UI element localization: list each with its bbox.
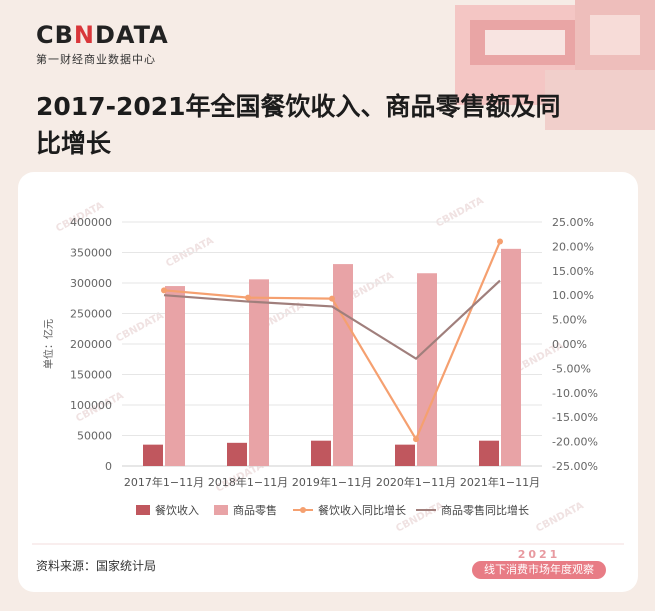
y-right-tick-label: 15.00% (552, 265, 594, 278)
y-right-tick-label: 10.00% (552, 289, 594, 302)
bar-retail (333, 264, 353, 466)
x-tick-label: 2019年1−11月 (292, 475, 372, 489)
y-right-tick-label: -10.00% (552, 387, 598, 400)
y-left-tick-label: 100000 (70, 399, 112, 412)
y-left-tick-label: 350000 (70, 247, 112, 260)
watermark: CBNDATA (114, 310, 166, 344)
legend-swatch-dot (300, 507, 306, 513)
logo-part-data: DATA (95, 21, 169, 49)
y-left-tick-label: 250000 (70, 308, 112, 321)
y-right-tick-label: -20.00% (552, 436, 598, 449)
y-left-tick-label: 150000 (70, 369, 112, 382)
y-left-tick-label: 300000 (70, 277, 112, 290)
bar-restaurant (395, 444, 415, 466)
y-left-tick-label: 0 (105, 460, 112, 473)
badge-year: 2021 (517, 548, 561, 561)
x-tick-label: 2020年1−11月 (376, 475, 456, 489)
source-note: 资料来源：国家统计局 (36, 559, 157, 573)
bar-restaurant (143, 444, 163, 466)
logo-part-cb: CB (36, 21, 74, 49)
line-point (497, 238, 503, 245)
logo-part-n: N (73, 21, 95, 49)
y-left-tick-label: 400000 (70, 216, 112, 229)
y-right-tick-label: -5.00% (552, 362, 591, 375)
series-line-retail-growth (163, 279, 501, 361)
legend-label: 餐饮收入 (155, 503, 199, 517)
x-tick-label: 2018年1−11月 (208, 475, 288, 489)
page-title: 2017-2021年全国餐饮收入、商品零售额及同比增长 (36, 92, 561, 158)
y-right-tick-label: 20.00% (552, 240, 594, 253)
series-line-restaurant-growth (163, 241, 502, 442)
report-badge: 2021 线下消费市场年度观察 (470, 548, 608, 582)
y-left-axis-label: 单位：亿元 (42, 319, 55, 369)
x-tick-label: 2021年1−11月 (460, 475, 540, 489)
bar-retail (249, 279, 269, 466)
x-tick-label: 2017年1−11月 (124, 475, 204, 489)
logo-wordmark: CBNDATA (36, 22, 169, 48)
y-right-tick-label: -25.00% (552, 460, 598, 473)
y-right-tick-label: -15.00% (552, 411, 598, 424)
watermark: CBNDATA (434, 195, 486, 229)
bar-retail (417, 273, 437, 466)
badge-label: 线下消费市场年度观察 (472, 561, 606, 579)
legend-label: 商品零售同比增长 (441, 503, 529, 517)
y-right-tick-label: 25.00% (552, 216, 594, 229)
line-point (413, 436, 419, 443)
line-point (245, 294, 251, 301)
y-right-tick-label: 5.00% (552, 314, 587, 327)
legend-swatch (136, 505, 150, 515)
cbndata-logo: CBNDATA 第一财经商业数据中心 (36, 22, 169, 67)
line-point (161, 287, 167, 294)
chart-card: CBNDATA CBNDATA CBNDATA CBNDATA CBNDATA CBNDA… (18, 172, 638, 592)
watermark: CBNDATA (534, 500, 586, 534)
line-point (329, 295, 335, 302)
logo-subtitle: 第一财经商业数据中心 (36, 53, 156, 66)
combo-chart: CBNDATACBNDATACBNDATACBNDATACBNDATACBNDA… (32, 195, 624, 545)
bar-retail (501, 248, 521, 466)
y-left-tick-label: 50000 (77, 430, 112, 443)
legend-label: 餐饮收入同比增长 (318, 503, 406, 517)
y-left-tick-label: 200000 (70, 338, 112, 351)
bar-restaurant (479, 440, 499, 466)
y-right-tick-label: 0.00% (552, 338, 587, 351)
background-decoration (455, 0, 655, 130)
bar-restaurant (227, 442, 247, 466)
legend-swatch (214, 505, 228, 515)
bar-retail (165, 286, 185, 466)
legend-label: 商品零售 (233, 503, 277, 517)
bar-restaurant (311, 440, 331, 466)
